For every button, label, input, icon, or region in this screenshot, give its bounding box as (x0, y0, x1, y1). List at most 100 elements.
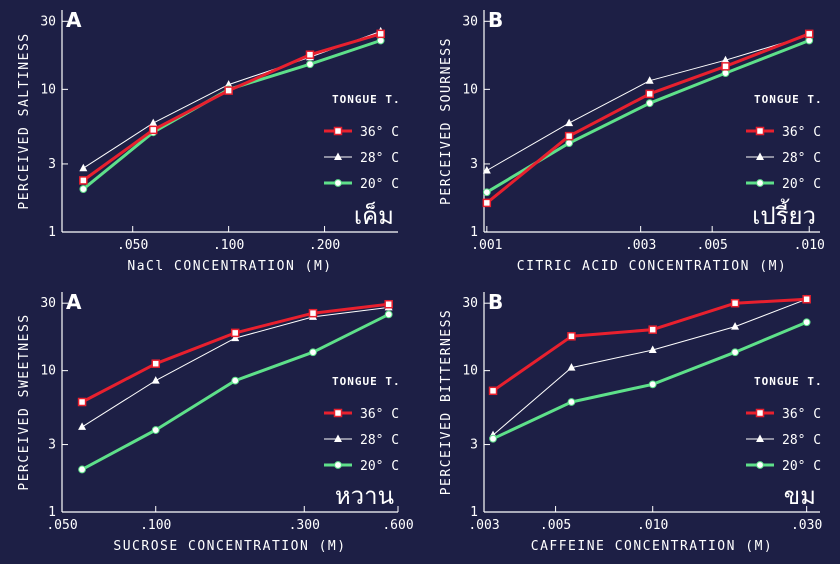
data-point-square (308, 308, 318, 318)
panel-letter: B (488, 8, 503, 32)
data-point-circle (334, 461, 342, 469)
data-point-triangle (231, 333, 240, 342)
legend-label: 20° C (360, 177, 399, 192)
data-point-circle (482, 188, 491, 197)
y-tick-label: 1 (48, 225, 56, 240)
x-tick-label: .300 (289, 518, 320, 533)
x-axis-label: CITRIC ACID CONCENTRATION (M) (517, 259, 787, 274)
data-point-triangle (334, 434, 342, 442)
legend-title: TONGUE T. (754, 375, 823, 388)
data-point-square (230, 328, 240, 338)
legend: TONGUE T. 36° C 28° C 20° C (746, 375, 823, 474)
chart-0: 1 3 10 30 .050 .100 .200 NaCl CONCENTRATION (M)… (17, 8, 401, 274)
data-point-circle (309, 348, 317, 357)
data-point-triangle (645, 76, 654, 84)
data-point-triangle (648, 345, 657, 353)
x-tick-label: .001 (471, 238, 502, 253)
data-point-circle (648, 380, 657, 389)
data-point-square (79, 176, 88, 185)
legend-title: TONGUE T. (754, 93, 823, 106)
data-point-circle (802, 318, 811, 327)
x-tick-label: .200 (309, 238, 340, 253)
x-tick-label: .005 (697, 238, 728, 253)
x-tick-label: .050 (46, 518, 77, 533)
chart-2: 1 3 10 30 .050 .100 .300 .600 SUCROSE CONCENTRAT… (17, 290, 414, 554)
legend-label: 20° C (782, 459, 821, 474)
data-point-square (755, 126, 765, 136)
data-point-triangle (151, 376, 160, 384)
data-point-square (224, 86, 233, 95)
chart-1: 1 3 10 30 .001 .003 .005 .010 CITRIC ACID CONCEN… (439, 8, 825, 274)
legend-title: TONGUE T. (332, 375, 401, 388)
legend-label: 28° C (360, 151, 399, 166)
x-tick-label: .005 (540, 518, 571, 533)
y-tick-label: 3 (48, 157, 56, 172)
legend-label: 28° C (360, 433, 399, 448)
y-tick-label: 30 (40, 296, 56, 311)
series-line-20c (486, 39, 810, 194)
y-tick-label: 10 (40, 364, 56, 379)
data-point-triangle (756, 152, 764, 160)
x-tick-label: .600 (382, 518, 413, 533)
y-tick-label: 10 (462, 82, 478, 97)
data-point-circle (489, 434, 497, 443)
y-axis-label: PERCEIVED SOURNESS (439, 37, 454, 205)
series-line-28c (81, 306, 389, 428)
y-tick-label: 30 (462, 296, 478, 311)
y-tick-label: 3 (48, 438, 56, 453)
taste-name-label: หวาน (335, 482, 394, 510)
y-tick-label: 3 (470, 438, 478, 453)
y-tick-label: 1 (470, 225, 478, 240)
data-point-square (77, 397, 87, 407)
legend-title: TONGUE T. (332, 93, 401, 106)
data-point-square (755, 408, 765, 418)
data-point-circle (721, 69, 730, 78)
data-point-square (384, 299, 393, 309)
data-point-square (148, 125, 158, 135)
x-tick-label: .100 (140, 518, 171, 533)
legend: TONGUE T. 36° C 28° C 20° C (324, 375, 401, 474)
data-point-circle (805, 36, 814, 45)
taste-name-label: ขม (784, 482, 816, 510)
y-axis-label: PERCEIVED SWEETNESS (17, 313, 32, 490)
legend: TONGUE T. 36° C 28° C 20° C (746, 93, 823, 192)
data-point-circle (565, 139, 574, 147)
legend-label: 28° C (782, 433, 821, 448)
data-point-square (333, 408, 343, 418)
legend-label: 20° C (782, 177, 821, 192)
y-tick-label: 30 (40, 14, 56, 29)
data-point-square (567, 332, 576, 341)
panel-letter: B (488, 290, 503, 314)
x-axis-label: CAFFEINE CONCENTRATION (M) (531, 539, 774, 554)
legend-label: 36° C (360, 407, 399, 422)
data-point-square (564, 131, 574, 141)
x-tick-label: .003 (468, 518, 499, 533)
y-tick-label: 3 (470, 157, 478, 172)
data-point-square (802, 294, 811, 304)
data-point-circle (567, 398, 576, 406)
x-tick-label: .100 (213, 238, 244, 253)
chart-3: 1 3 10 30 .003 .005 .010 .030 CAFFEINE CONCENTRA… (439, 290, 823, 554)
data-point-triangle (756, 434, 764, 442)
y-tick-label: 10 (40, 82, 56, 97)
data-point-triangle (721, 55, 730, 64)
data-point-circle (384, 310, 393, 319)
data-point-square (488, 386, 498, 396)
data-point-circle (231, 376, 240, 385)
x-tick-label: .030 (791, 518, 822, 533)
taste-name-label: เปรี้ยว (752, 198, 816, 230)
data-point-square (333, 126, 343, 136)
y-axis-label: PERCEIVED SALTINESS (17, 32, 32, 209)
y-tick-label: 30 (462, 14, 478, 29)
data-point-triangle (482, 165, 491, 174)
data-point-circle (376, 36, 385, 45)
x-tick-label: .010 (794, 238, 825, 253)
x-tick-label: .050 (117, 238, 148, 253)
data-point-circle (731, 348, 739, 357)
data-point-square (645, 89, 654, 99)
data-point-square (804, 29, 814, 39)
x-axis-label: NaCl CONCENTRATION (M) (127, 259, 332, 274)
series-line-20c (82, 39, 382, 191)
